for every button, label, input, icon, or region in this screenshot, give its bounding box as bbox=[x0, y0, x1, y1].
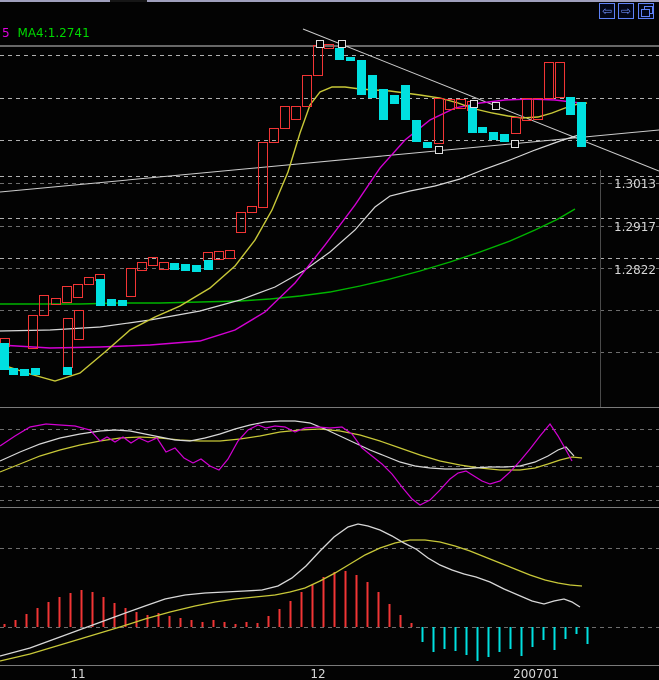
ma-legend: 5 MA4:1.2741 bbox=[2, 26, 90, 40]
right-arrow-icon: ⇨ bbox=[620, 4, 632, 18]
time-label-jan07: 200701 bbox=[513, 667, 559, 680]
time-label-dec: 12 bbox=[310, 667, 326, 680]
scroll-right-button[interactable]: ⇨ bbox=[618, 3, 634, 19]
legend-ma4-label: MA4:1.2741 bbox=[17, 26, 90, 40]
price-label-2: 1.2917 bbox=[614, 220, 656, 234]
price-label-1: 1.3013 bbox=[614, 177, 656, 191]
time-label-nov: 11 bbox=[70, 667, 86, 680]
left-arrow-icon: ⇦ bbox=[601, 4, 613, 18]
window-top-border bbox=[0, 0, 659, 2]
restore-window-button[interactable] bbox=[638, 3, 654, 19]
legend-ma3-value: 5 bbox=[2, 26, 10, 40]
window-top-border-notch bbox=[110, 0, 147, 2]
price-label-3: 1.2822 bbox=[614, 263, 656, 277]
scroll-left-button[interactable]: ⇦ bbox=[599, 3, 615, 19]
